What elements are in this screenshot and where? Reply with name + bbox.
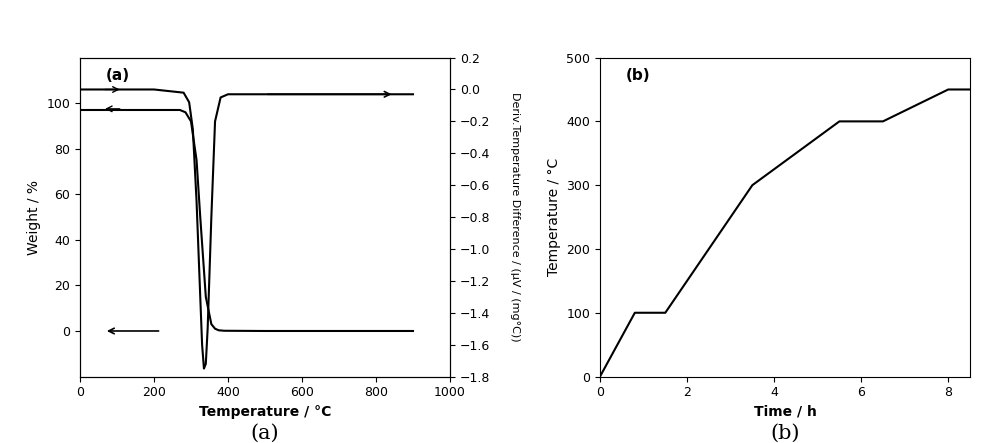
Text: (a): (a): [106, 68, 130, 83]
Text: (b): (b): [770, 424, 800, 443]
X-axis label: Time / h: Time / h: [754, 405, 816, 419]
Text: (b): (b): [626, 68, 651, 83]
X-axis label: Temperature / °C: Temperature / °C: [199, 405, 331, 419]
Y-axis label: Deriv.Temperature Difference / (μV / (mg°C)): Deriv.Temperature Difference / (μV / (mg…: [510, 92, 520, 342]
Y-axis label: Temperature / °C: Temperature / °C: [547, 158, 561, 276]
Text: (a): (a): [251, 424, 279, 443]
Y-axis label: Weight / %: Weight / %: [27, 179, 41, 255]
